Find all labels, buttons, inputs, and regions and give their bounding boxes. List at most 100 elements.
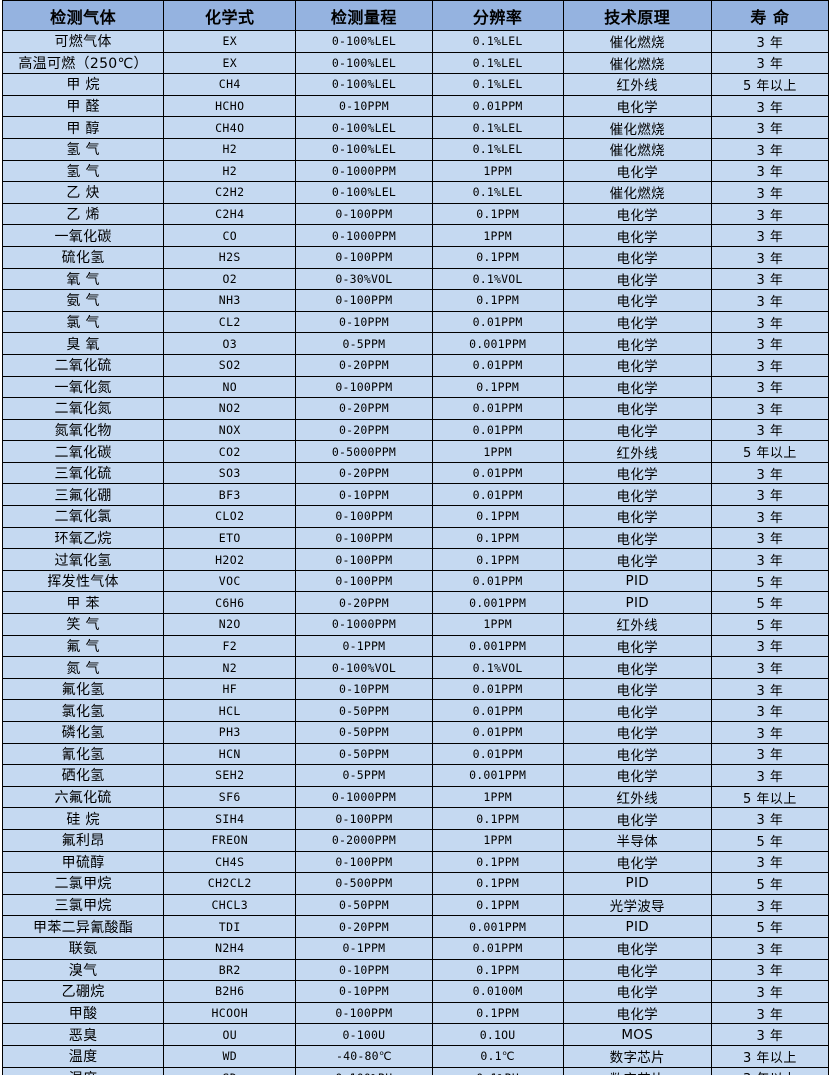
cell-resolution: 0.1%LEL <box>431 181 564 204</box>
cell-range: 0-20PPM <box>295 915 433 938</box>
cell-life: 5 年 <box>710 591 830 615</box>
cell-gas: 一氧化碳 <box>1 224 165 247</box>
cell-gas: 可燃气体 <box>1 30 165 53</box>
table-row: 三氟化硼 BF3 0-10PPM 0.01PPM 电化学 3 年 <box>1 483 830 507</box>
header-row: 检测气体 化学式 检测量程 分辨率 技术原理 寿 命 <box>1 0 830 31</box>
cell-formula: CO2 <box>163 440 297 463</box>
cell-range: 0-1000PPM <box>295 613 433 636</box>
cell-formula: NO <box>163 375 297 399</box>
cell-formula: NH3 <box>163 289 297 312</box>
cell-gas: 环氧乙烷 <box>1 526 165 550</box>
cell-range: 0-5PPM <box>295 332 433 355</box>
table-row: 硅 烷 SIH4 0-100PPM 0.1PPM 电化学 3 年 <box>1 807 830 830</box>
cell-range: 0-50PPM <box>295 721 433 744</box>
cell-life: 3 年 <box>710 353 830 377</box>
cell-formula: H2S <box>163 245 297 269</box>
cell-gas: 笑 气 <box>1 613 165 636</box>
cell-resolution: 0.1PPM <box>431 1001 564 1025</box>
cell-formula: SF6 <box>163 785 297 809</box>
cell-range: 0-5PPM <box>295 764 433 787</box>
table-row: 挥发性气体 VOC 0-100PPM 0.01PPM PID 5 年 <box>1 569 830 593</box>
cell-gas: 氟 气 <box>1 634 165 658</box>
cell-resolution: 0.01PPM <box>431 353 564 377</box>
cell-principle: 电化学 <box>562 548 712 571</box>
cell-life: 3 年 <box>710 375 830 399</box>
cell-formula: CH4 <box>163 73 297 96</box>
cell-formula: SD <box>163 1066 297 1075</box>
cell-formula: NO2 <box>163 397 297 420</box>
cell-formula: HCL <box>163 699 297 722</box>
cell-range: 0-100PPM <box>295 850 433 874</box>
cell-principle: 红外线 <box>562 440 712 463</box>
cell-life: 3 年 <box>710 418 830 442</box>
cell-life: 3 年 <box>710 289 830 312</box>
cell-formula: OU <box>163 1023 297 1046</box>
cell-gas: 溴气 <box>1 958 165 982</box>
cell-formula: EX <box>163 51 297 75</box>
cell-gas: 三氯甲烷 <box>1 893 165 917</box>
cell-resolution: 0.1PPM <box>431 375 564 399</box>
cell-formula: N2O <box>163 613 297 636</box>
table-row: 乙硼烷 B2H6 0-10PPM 0.0100M 电化学 3 年 <box>1 980 830 1003</box>
table-header: 检测气体 化学式 检测量程 分辨率 技术原理 寿 命 <box>1 0 830 31</box>
table-row: 氟化氢 HF 0-10PPM 0.01PPM 电化学 3 年 <box>1 677 830 701</box>
cell-formula: SIH4 <box>163 807 297 830</box>
cell-principle: 红外线 <box>562 73 712 96</box>
cell-principle: 电化学 <box>562 850 712 874</box>
cell-life: 5 年 <box>710 569 830 593</box>
cell-principle: 半导体 <box>562 828 712 852</box>
cell-formula: HCOOH <box>163 1001 297 1025</box>
cell-life: 3 年 <box>710 202 830 226</box>
cell-formula: CHCL3 <box>163 893 297 917</box>
cell-gas: 二氧化氯 <box>1 505 165 528</box>
cell-formula: HCHO <box>163 94 297 118</box>
table-row: 溴气 BR2 0-10PPM 0.1PPM 电化学 3 年 <box>1 958 830 982</box>
cell-gas: 恶臭 <box>1 1023 165 1046</box>
cell-principle: 电化学 <box>562 807 712 830</box>
cell-gas: 六氟化硫 <box>1 785 165 809</box>
cell-life: 3 年 <box>710 116 830 139</box>
table-row: 环氧乙烷 ETO 0-100PPM 0.1PPM 电化学 3 年 <box>1 526 830 550</box>
cell-range: 0-10PPM <box>295 958 433 982</box>
cell-resolution: 0.01PPM <box>431 397 564 420</box>
cell-range: 0-1000PPM <box>295 785 433 809</box>
cell-resolution: 0.1PPM <box>431 958 564 982</box>
table-row: 二氧化氮 NO2 0-20PPM 0.01PPM 电化学 3 年 <box>1 397 830 420</box>
table-row: 臭 氧 O3 0-5PPM 0.001PPM 电化学 3 年 <box>1 332 830 355</box>
cell-formula: SEH2 <box>163 764 297 787</box>
cell-gas: 氰化氢 <box>1 742 165 766</box>
table-row: 氯化氢 HCL 0-50PPM 0.01PPM 电化学 3 年 <box>1 699 830 722</box>
cell-resolution: 0.001PPM <box>431 332 564 355</box>
cell-formula: BF3 <box>163 483 297 507</box>
cell-principle: 电化学 <box>562 397 712 420</box>
cell-range: 0-100%LEL <box>295 181 433 204</box>
cell-principle: 催化燃烧 <box>562 30 712 53</box>
cell-resolution: 0.1PPM <box>431 526 564 550</box>
cell-resolution: 0.1PPM <box>431 807 564 830</box>
cell-range: 0-100PPM <box>295 505 433 528</box>
cell-life: 3 年 <box>710 656 830 679</box>
cell-range: 0-100PPM <box>295 375 433 399</box>
cell-gas: 二氧化硫 <box>1 353 165 377</box>
cell-resolution: 0.001PPM <box>431 634 564 658</box>
cell-principle: 数字芯片 <box>562 1044 712 1068</box>
cell-formula: TDI <box>163 915 297 938</box>
cell-gas: 湿度 <box>1 1066 165 1075</box>
cell-life: 3 年 <box>710 505 830 528</box>
cell-life: 3 年 <box>710 245 830 269</box>
cell-principle: 电化学 <box>562 656 712 679</box>
cell-resolution: 0.1%LEL <box>431 137 564 161</box>
cell-range: 0-30%VOL <box>295 267 433 291</box>
table-row: 甲酸 HCOOH 0-100PPM 0.1PPM 电化学 3 年 <box>1 1001 830 1025</box>
cell-resolution: 0.1%LEL <box>431 30 564 53</box>
table-row: 二氧化硫 SO2 0-20PPM 0.01PPM 电化学 3 年 <box>1 353 830 377</box>
cell-resolution: 0.01PPM <box>431 721 564 744</box>
cell-gas: 氮 气 <box>1 656 165 679</box>
cell-life: 3 年 <box>710 137 830 161</box>
cell-gas: 甲硫醇 <box>1 850 165 874</box>
cell-life: 3 年 <box>710 332 830 355</box>
cell-gas: 氟化氢 <box>1 677 165 701</box>
table-row: 一氧化氮 NO 0-100PPM 0.1PPM 电化学 3 年 <box>1 375 830 399</box>
cell-principle: PID <box>562 591 712 615</box>
